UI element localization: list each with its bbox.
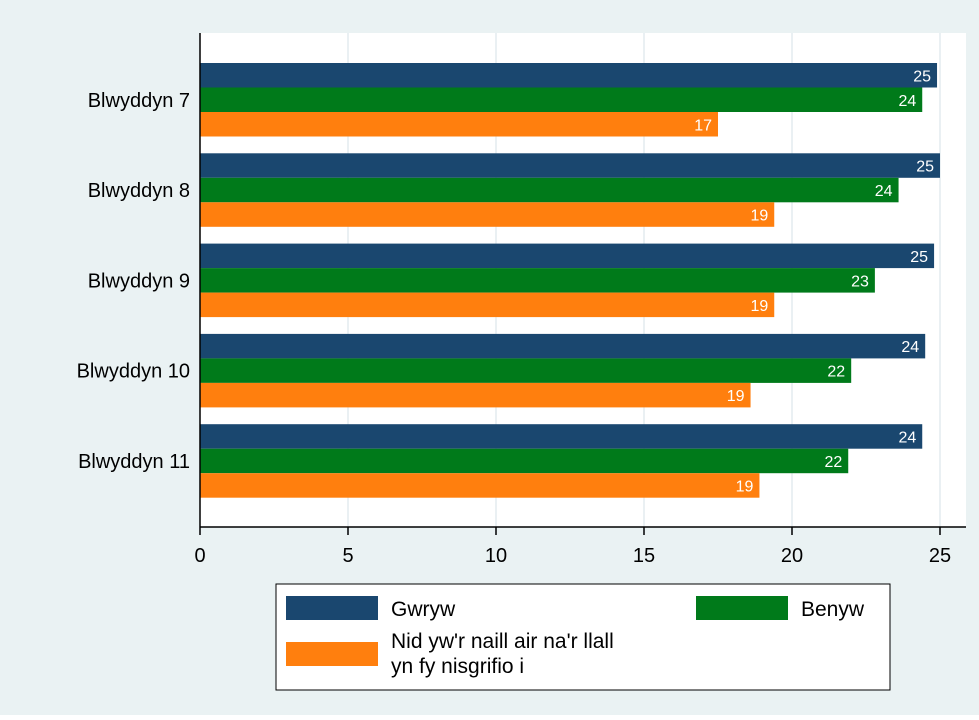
category-label: Blwyddyn 11 — [78, 451, 190, 473]
x-tick-label: 25 — [929, 545, 951, 567]
bar — [200, 448, 849, 474]
bar — [200, 153, 940, 178]
bar-value-label: 17 — [694, 117, 712, 134]
x-tick-label: 20 — [781, 545, 803, 567]
category-label: Blwyddyn 9 — [88, 270, 190, 292]
x-tick-label: 0 — [194, 545, 205, 567]
bar-value-label: 19 — [750, 208, 768, 225]
bar — [200, 112, 718, 137]
bar-value-label: 25 — [916, 159, 934, 176]
bar — [200, 424, 923, 449]
x-tick-label: 5 — [342, 545, 353, 567]
legend: Gwryw Benyw Nid yw'r naill air na'r llal… — [275, 583, 891, 691]
legend-swatch-gwryw — [286, 596, 378, 620]
bar — [200, 382, 751, 408]
bar-value-label: 19 — [727, 388, 745, 405]
bar — [200, 358, 852, 383]
bar — [200, 268, 875, 293]
bar — [200, 333, 926, 359]
bar-value-label: 25 — [913, 68, 931, 85]
x-tick-label: 15 — [633, 545, 655, 567]
category-label: Blwyddyn 10 — [77, 361, 190, 383]
bar — [200, 202, 775, 227]
bar — [200, 243, 935, 269]
axes: Blwyddyn 7 Blwyddyn 8 Blwyddyn 9 Blwyddyn 1… — [77, 33, 966, 567]
bar — [200, 292, 775, 318]
legend-swatch-neither — [286, 642, 378, 666]
bar-value-label: 22 — [824, 454, 842, 471]
bar-value-label: 19 — [736, 478, 754, 495]
legend-label-neither-line2: yn fy nisgrifio i — [391, 655, 524, 678]
x-tick-label: 10 — [485, 545, 507, 567]
category-label: Blwyddyn 8 — [88, 180, 190, 202]
bar-value-label: 24 — [898, 93, 916, 110]
bar-value-label: 24 — [901, 339, 919, 356]
bar-value-label: 24 — [898, 429, 916, 446]
bar-value-label: 22 — [827, 364, 845, 381]
bar — [200, 177, 899, 203]
bar — [200, 63, 938, 88]
bar-value-label: 25 — [910, 249, 928, 266]
legend-label-benyw: Benyw — [801, 598, 865, 621]
bar-value-label: 23 — [851, 273, 869, 290]
legend-label-gwryw: Gwryw — [391, 598, 456, 621]
bar-value-label: 24 — [875, 183, 893, 200]
bars: 25 24 17 25 24 19 25 23 19 24 22 19 24 22 19 — [200, 63, 940, 498]
legend-label-neither-line1: Nid yw'r naill air na'r llall — [391, 630, 614, 653]
legend-swatch-benyw — [696, 596, 788, 620]
bar-value-label: 19 — [750, 298, 768, 315]
bar — [200, 473, 760, 498]
category-label: Blwyddyn 7 — [88, 90, 190, 112]
bar — [200, 87, 923, 112]
